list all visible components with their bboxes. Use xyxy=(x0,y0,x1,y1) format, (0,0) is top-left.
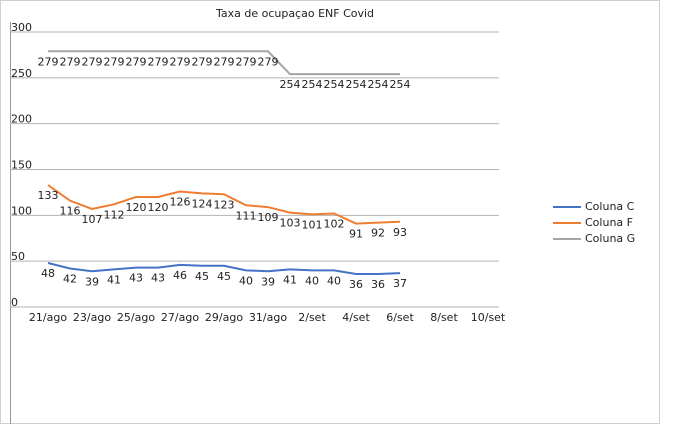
x-tick-label: 25/ago xyxy=(117,311,155,324)
data-label: 111 xyxy=(236,209,257,222)
data-label: 279 xyxy=(60,55,81,68)
data-label: 107 xyxy=(82,213,103,226)
data-label: 37 xyxy=(393,277,407,290)
x-tick-label: 31/ago xyxy=(249,311,287,324)
y-tick-label: 0 xyxy=(11,296,18,309)
y-tick-label: 150 xyxy=(11,159,32,172)
y-tick-label: 50 xyxy=(11,250,25,263)
data-label: 279 xyxy=(126,55,147,68)
data-label: 101 xyxy=(302,218,323,231)
x-tick-label: 4/set xyxy=(342,311,370,324)
data-label: 254 xyxy=(390,78,411,91)
x-tick-label: 2/set xyxy=(298,311,326,324)
data-label: 36 xyxy=(371,278,385,291)
data-label: 120 xyxy=(126,201,147,214)
data-label: 36 xyxy=(349,278,363,291)
x-tick-label: 23/ago xyxy=(73,311,111,324)
data-label: 254 xyxy=(346,78,367,91)
series-line xyxy=(47,184,401,225)
data-label: 279 xyxy=(236,55,257,68)
x-tick-label: 8/set xyxy=(430,311,458,324)
data-label: 40 xyxy=(327,274,341,287)
y-tick-label: 100 xyxy=(11,204,32,217)
data-label: 279 xyxy=(192,55,213,68)
data-label: 254 xyxy=(280,78,301,91)
data-label: 41 xyxy=(283,273,297,286)
data-label: 41 xyxy=(107,273,121,286)
data-label: 279 xyxy=(170,55,191,68)
data-label: 123 xyxy=(214,198,235,211)
data-label: 279 xyxy=(258,55,279,68)
data-label: 279 xyxy=(82,55,103,68)
data-label: 279 xyxy=(104,55,125,68)
data-label: 40 xyxy=(239,274,253,287)
x-tick-label: 27/ago xyxy=(161,311,199,324)
data-label: 93 xyxy=(393,226,407,239)
data-label: 48 xyxy=(41,267,55,280)
data-label: 39 xyxy=(85,275,99,288)
data-label: 42 xyxy=(63,273,77,286)
x-tick-label: 29/ago xyxy=(205,311,243,324)
data-label: 279 xyxy=(214,55,235,68)
data-label: 40 xyxy=(305,274,319,287)
y-tick-label: 250 xyxy=(11,67,32,80)
data-label: 43 xyxy=(151,272,165,285)
x-tick-label: 21/ago xyxy=(29,311,67,324)
data-label: 39 xyxy=(261,275,275,288)
legend-label: Coluna G xyxy=(585,232,635,245)
x-tick-label: 6/set xyxy=(386,311,414,324)
legend-label: Coluna F xyxy=(585,216,633,229)
data-label: 103 xyxy=(280,217,301,230)
data-label: 43 xyxy=(129,272,143,285)
data-label: 254 xyxy=(324,78,345,91)
data-label: 279 xyxy=(38,55,59,68)
chart-frame xyxy=(0,0,660,424)
data-label: 102 xyxy=(324,218,345,231)
data-label: 91 xyxy=(349,228,363,241)
legend-label: Coluna C xyxy=(585,200,635,213)
data-label: 46 xyxy=(173,269,187,282)
data-label: 254 xyxy=(368,78,389,91)
data-label: 133 xyxy=(38,189,59,202)
data-label: 45 xyxy=(195,270,209,283)
series-line xyxy=(47,262,401,275)
x-tick-label: 10/set xyxy=(471,311,506,324)
data-label: 116 xyxy=(60,205,81,218)
data-label: 45 xyxy=(217,270,231,283)
data-label: 279 xyxy=(148,55,169,68)
data-label: 126 xyxy=(170,196,191,209)
chart-title: Taxa de ocupaçao ENF Covid xyxy=(215,7,374,20)
data-label: 112 xyxy=(104,208,125,221)
y-tick-label: 200 xyxy=(11,113,32,126)
data-label: 254 xyxy=(302,78,323,91)
data-label: 120 xyxy=(148,201,169,214)
series-line xyxy=(48,50,400,76)
data-label: 109 xyxy=(258,211,279,224)
data-label: 124 xyxy=(192,197,213,210)
data-label: 92 xyxy=(371,227,385,240)
y-tick-label: 300 xyxy=(11,21,32,34)
